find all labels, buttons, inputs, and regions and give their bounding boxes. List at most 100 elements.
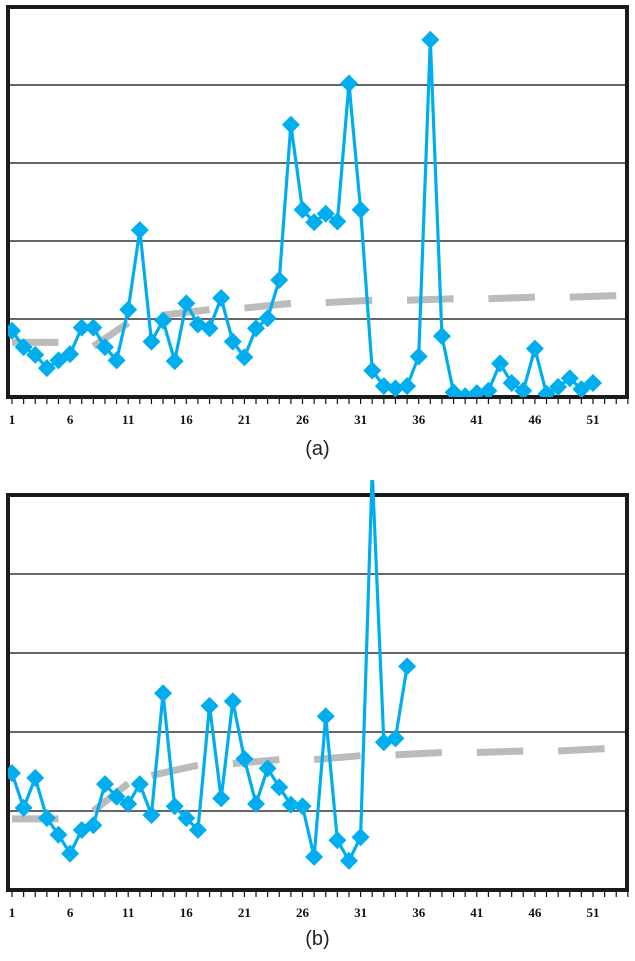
data-point-diamond xyxy=(72,318,91,337)
data-point-diamond xyxy=(72,820,91,839)
data-point-diamond xyxy=(281,115,300,134)
data-point-diamond xyxy=(444,383,463,397)
svg-text:26: 26 xyxy=(296,412,310,427)
data-point-diamond xyxy=(95,338,114,357)
data-point-diamond xyxy=(363,361,382,380)
data-point-diamond xyxy=(142,805,161,824)
data-point-diamond xyxy=(502,373,521,392)
data-point-diamond xyxy=(235,749,254,768)
data-point-diamond xyxy=(316,707,335,726)
gridlines xyxy=(8,84,627,320)
data-point-diamond xyxy=(305,847,324,866)
svg-text:46: 46 xyxy=(528,905,542,920)
data-point-diamond xyxy=(177,294,196,313)
x-axis-labels: 1 6 11 16 21 26 31 36 41 46 51 xyxy=(9,905,600,920)
data-point-diamond xyxy=(200,319,219,338)
data-point-diamond xyxy=(398,657,417,676)
data-point-diamond xyxy=(61,345,80,364)
data-point-diamond xyxy=(339,851,358,870)
data-point-diamond xyxy=(386,729,405,748)
data-point-diamond xyxy=(328,212,347,231)
data-point-diamond xyxy=(61,844,80,863)
data-point-diamond xyxy=(305,213,324,232)
svg-text:11: 11 xyxy=(122,905,134,920)
svg-text:41: 41 xyxy=(470,412,483,427)
data-point-diamond xyxy=(281,795,300,814)
data-point-diamond xyxy=(491,354,510,373)
data-point-diamond xyxy=(247,794,266,813)
data-point-diamond xyxy=(107,351,126,370)
data-point-diamond xyxy=(549,377,568,396)
data-point-diamond xyxy=(328,831,347,850)
data-point-diamond xyxy=(432,327,451,346)
data-point-diamond xyxy=(572,380,591,397)
data-point-diamond xyxy=(293,797,312,816)
svg-text:26: 26 xyxy=(296,905,310,920)
svg-text:16: 16 xyxy=(180,412,194,427)
x-axis-ticks xyxy=(11,399,629,404)
data-point-diamond xyxy=(421,30,440,49)
data-point-diamond xyxy=(49,351,68,370)
data-point-diamond xyxy=(351,828,370,847)
data-point-diamond xyxy=(258,759,277,778)
data-point-diamond xyxy=(8,764,21,783)
svg-text:41: 41 xyxy=(470,905,483,920)
data-point-diamond xyxy=(479,381,498,397)
data-point-diamond xyxy=(154,311,173,330)
observed-series xyxy=(8,30,602,397)
data-point-diamond xyxy=(49,825,68,844)
plot-frame xyxy=(6,493,629,892)
data-point-diamond xyxy=(398,377,417,396)
data-point-diamond xyxy=(188,820,207,839)
data-point-diamond xyxy=(560,369,579,388)
x-axis-labels: 1 6 11 16 21 26 31 36 41 46 51 xyxy=(9,412,600,427)
svg-text:11: 11 xyxy=(122,412,134,427)
data-point-diamond xyxy=(130,221,149,240)
data-point-diamond xyxy=(165,797,184,816)
svg-text:51: 51 xyxy=(587,412,600,427)
data-point-diamond xyxy=(26,768,45,787)
data-point-diamond xyxy=(8,321,21,340)
data-point-diamond xyxy=(165,352,184,371)
svg-text:21: 21 xyxy=(238,905,251,920)
data-point-diamond xyxy=(316,204,335,223)
data-point-diamond xyxy=(525,339,544,358)
line-chart-b: 1 6 11 16 21 26 31 36 41 46 51 xyxy=(6,480,629,920)
svg-text:51: 51 xyxy=(587,905,600,920)
data-point-diamond xyxy=(154,684,173,703)
data-point-diamond xyxy=(84,816,103,835)
data-point-diamond xyxy=(270,778,289,797)
data-point-diamond xyxy=(270,271,289,289)
caption-b: (b) xyxy=(305,928,330,950)
data-point-diamond xyxy=(200,696,219,715)
svg-text:1: 1 xyxy=(9,412,16,427)
svg-text:16: 16 xyxy=(180,905,194,920)
data-point-diamond xyxy=(14,798,33,817)
line-chart-a: 1 6 11 16 21 26 31 36 41 46 51 xyxy=(6,5,629,427)
x-axis-ticks xyxy=(11,892,629,897)
data-point-diamond xyxy=(26,345,45,364)
data-point-diamond xyxy=(107,787,126,806)
data-point-diamond xyxy=(258,309,277,328)
data-point-diamond xyxy=(119,300,138,319)
caption-a: (a) xyxy=(305,438,330,460)
chart-panel-a: 1 6 11 16 21 26 31 36 41 46 51 (a) xyxy=(0,0,635,470)
trend-line xyxy=(12,292,617,350)
data-point-diamond xyxy=(235,348,254,367)
data-point-diamond xyxy=(130,775,149,794)
data-point-diamond xyxy=(514,381,533,397)
svg-text:46: 46 xyxy=(528,412,542,427)
data-point-diamond xyxy=(37,809,56,828)
gridlines xyxy=(8,573,627,812)
data-point-diamond xyxy=(212,789,231,808)
data-point-diamond xyxy=(223,692,242,711)
data-point-diamond xyxy=(14,338,33,357)
data-point-diamond xyxy=(584,373,602,392)
svg-text:31: 31 xyxy=(354,412,367,427)
svg-text:36: 36 xyxy=(412,412,426,427)
plot-frame xyxy=(6,5,629,399)
svg-text:36: 36 xyxy=(412,905,426,920)
data-point-diamond xyxy=(339,74,358,93)
svg-text:1: 1 xyxy=(9,905,16,920)
chart-panel-b: 1 6 11 16 21 26 31 36 41 46 51 (b) xyxy=(0,480,635,961)
